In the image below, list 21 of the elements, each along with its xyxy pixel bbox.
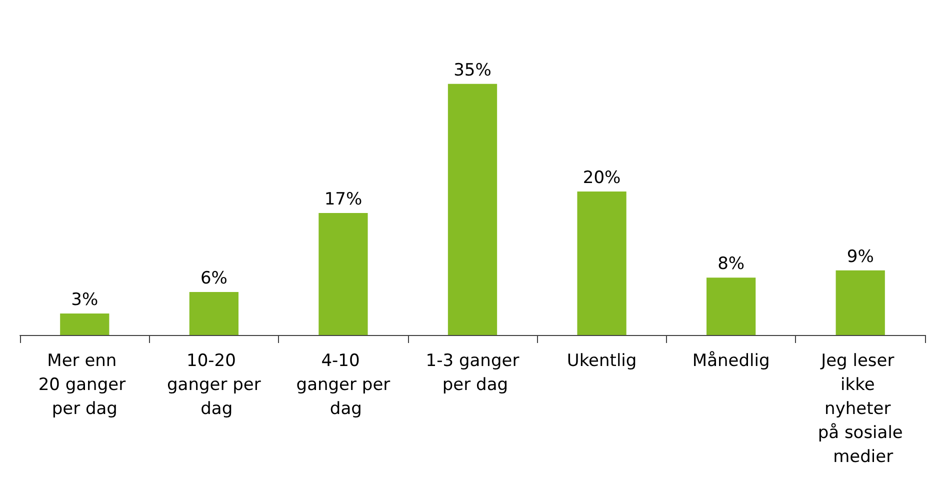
x-tick-label: 1-3 ganger per dag <box>426 351 520 395</box>
bar <box>577 192 626 335</box>
bar <box>189 292 238 335</box>
x-tick-label: Ukentlig <box>566 351 637 371</box>
bar <box>836 270 885 335</box>
data-label: 6% <box>200 268 228 288</box>
x-tick-label: 4-10 ganger per dag <box>296 351 390 419</box>
data-label: 17% <box>324 190 362 210</box>
x-tick-label: 10-20 ganger per dag <box>166 351 261 419</box>
bar <box>318 213 368 335</box>
x-tick-label: Jeg leser ikke nyheter på sosiale medier <box>818 351 903 467</box>
bar <box>448 84 498 335</box>
x-tick-label: Månedlig <box>692 351 770 371</box>
x-tick-label: Mer enn 20 ganger per dag <box>38 351 131 419</box>
data-label: 9% <box>846 246 874 267</box>
data-label: 3% <box>71 290 98 310</box>
data-label: 20% <box>582 168 621 188</box>
bar <box>60 313 110 335</box>
data-label: 8% <box>718 254 745 274</box>
data-label: 35% <box>454 60 492 80</box>
bar <box>706 278 756 335</box>
